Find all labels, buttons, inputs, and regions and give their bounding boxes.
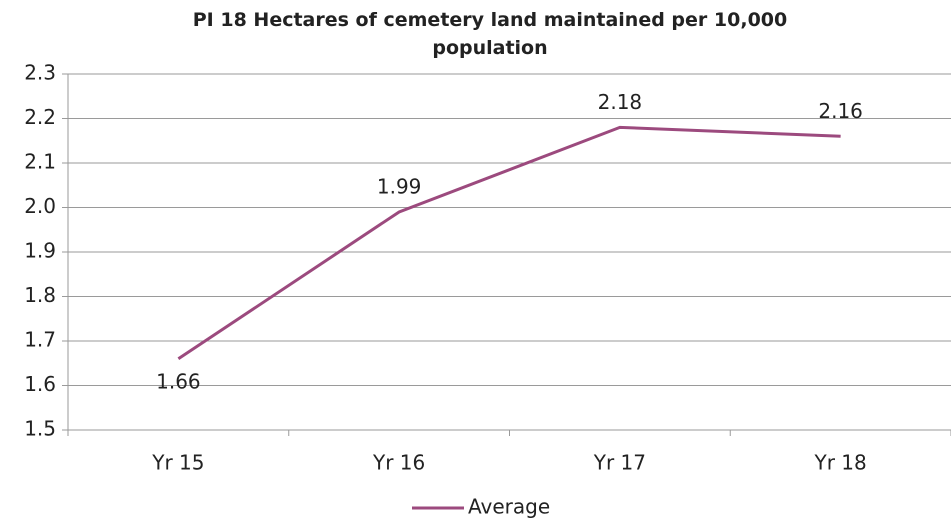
x-tick-label: Yr 15 — [151, 451, 204, 475]
y-tick-label: 1.7 — [24, 328, 56, 352]
legend-label: Average — [468, 495, 550, 519]
y-tick-label: 1.5 — [24, 417, 56, 441]
y-tick-label: 2.0 — [24, 194, 56, 218]
y-tick-label: 1.9 — [24, 239, 56, 263]
y-tick-label: 2.2 — [24, 105, 56, 129]
x-tick-label: Yr 17 — [593, 451, 646, 475]
x-tick-label: Yr 18 — [814, 451, 867, 475]
data-line — [177, 125, 841, 361]
data-label: 2.16 — [818, 99, 863, 123]
x-tick-label: Yr 16 — [372, 451, 425, 475]
y-tick-label: 2.1 — [24, 150, 56, 174]
data-label: 1.66 — [156, 369, 201, 393]
y-tick-label: 1.6 — [24, 372, 56, 396]
data-label: 1.99 — [377, 174, 422, 198]
chart-title: PI 18 Hectares of cemetery land maintain… — [192, 9, 788, 59]
y-tick-label: 2.3 — [24, 61, 56, 85]
data-label: 2.18 — [598, 90, 643, 114]
y-tick-label: 1.8 — [24, 283, 56, 307]
